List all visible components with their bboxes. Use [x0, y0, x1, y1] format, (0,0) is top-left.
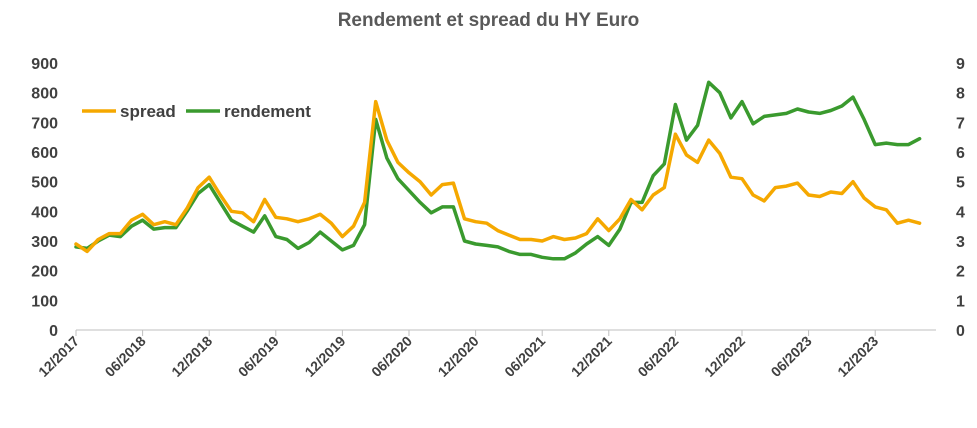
x-tick-label: 12/2019: [301, 333, 348, 380]
x-tick-label: 12/2023: [834, 333, 881, 380]
legend-label-rendement: rendement: [224, 102, 311, 121]
y-tick-label: 300: [31, 234, 58, 251]
y-tick-label: 500: [31, 175, 58, 192]
y2-tick-label: 4: [956, 204, 965, 221]
y2-tick-label: 0: [956, 323, 965, 340]
x-tick-label: 12/2022: [701, 333, 748, 380]
y-tick-label: 700: [31, 115, 58, 132]
x-tick-label: 12/2021: [568, 333, 615, 380]
y2-tick-label: 3: [956, 234, 965, 251]
y-tick-label: 200: [31, 264, 58, 281]
series-rendement-line: [74, 80, 922, 261]
y-tick-label: 100: [31, 293, 58, 310]
y2-tick-label: 6: [956, 145, 965, 162]
x-tick-label: 12/2018: [168, 333, 215, 380]
chart-title: Rendement et spread du HY Euro: [337, 10, 640, 31]
x-tick-label: 06/2021: [501, 333, 548, 380]
y2-tick-label: 7: [956, 115, 965, 132]
legend: spread rendement: [82, 102, 311, 121]
y-tick-label: 900: [31, 56, 58, 73]
y2-tick-label: 2: [956, 264, 965, 281]
y2-tick-label: 5: [956, 175, 965, 192]
y2-tick-label: 9: [956, 56, 965, 73]
legend-label-spread: spread: [120, 102, 176, 121]
series-lines: [74, 80, 922, 261]
series-spread-line: [74, 99, 922, 254]
x-tick-label: 06/2018: [102, 333, 149, 380]
y-tick-label: 800: [31, 86, 58, 103]
x-tick-label: 06/2022: [634, 333, 681, 380]
y-tick-label: 400: [31, 204, 58, 221]
x-tick-label: 06/2020: [368, 333, 415, 380]
y-tick-label: 600: [31, 145, 58, 162]
x-tick-label: 06/2019: [235, 333, 282, 380]
y2-tick-label: 8: [956, 86, 965, 103]
y-tick-label: 0: [49, 323, 58, 340]
x-tick-label: 12/2020: [435, 333, 482, 380]
y2-tick-label: 1: [956, 293, 965, 310]
x-tick-label: 12/2017: [35, 333, 82, 380]
x-tick-label: 06/2023: [768, 333, 815, 380]
